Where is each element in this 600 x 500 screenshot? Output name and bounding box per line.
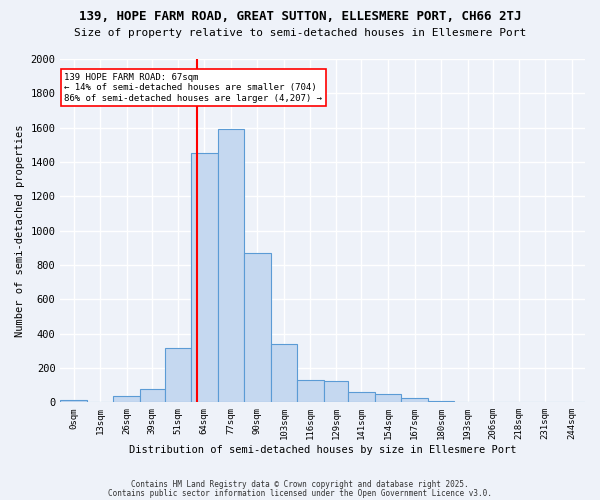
Text: 139 HOPE FARM ROAD: 67sqm
← 14% of semi-detached houses are smaller (704)
86% of: 139 HOPE FARM ROAD: 67sqm ← 14% of semi-… [64,72,322,102]
X-axis label: Distribution of semi-detached houses by size in Ellesmere Port: Distribution of semi-detached houses by … [129,445,517,455]
Text: Contains public sector information licensed under the Open Government Licence v3: Contains public sector information licen… [108,488,492,498]
Bar [164,348,191,403]
Text: Contains HM Land Registry data © Crown copyright and database right 2025.: Contains HM Land Registry data © Crown c… [131,480,469,489]
Bar [191,154,218,402]
Bar [271,344,297,403]
Text: 139, HOPE FARM ROAD, GREAT SUTTON, ELLESMERE PORT, CH66 2TJ: 139, HOPE FARM ROAD, GREAT SUTTON, ELLES… [79,10,521,23]
Bar [401,398,428,402]
Y-axis label: Number of semi-detached properties: Number of semi-detached properties [15,124,25,337]
Bar [218,130,244,402]
Bar [297,380,324,402]
Bar [140,388,164,402]
Bar [244,253,271,402]
Bar [324,381,348,402]
Bar [375,394,401,402]
Bar [61,400,87,402]
Bar [348,392,375,402]
Bar [113,396,140,402]
Bar [428,400,454,402]
Text: Size of property relative to semi-detached houses in Ellesmere Port: Size of property relative to semi-detach… [74,28,526,38]
